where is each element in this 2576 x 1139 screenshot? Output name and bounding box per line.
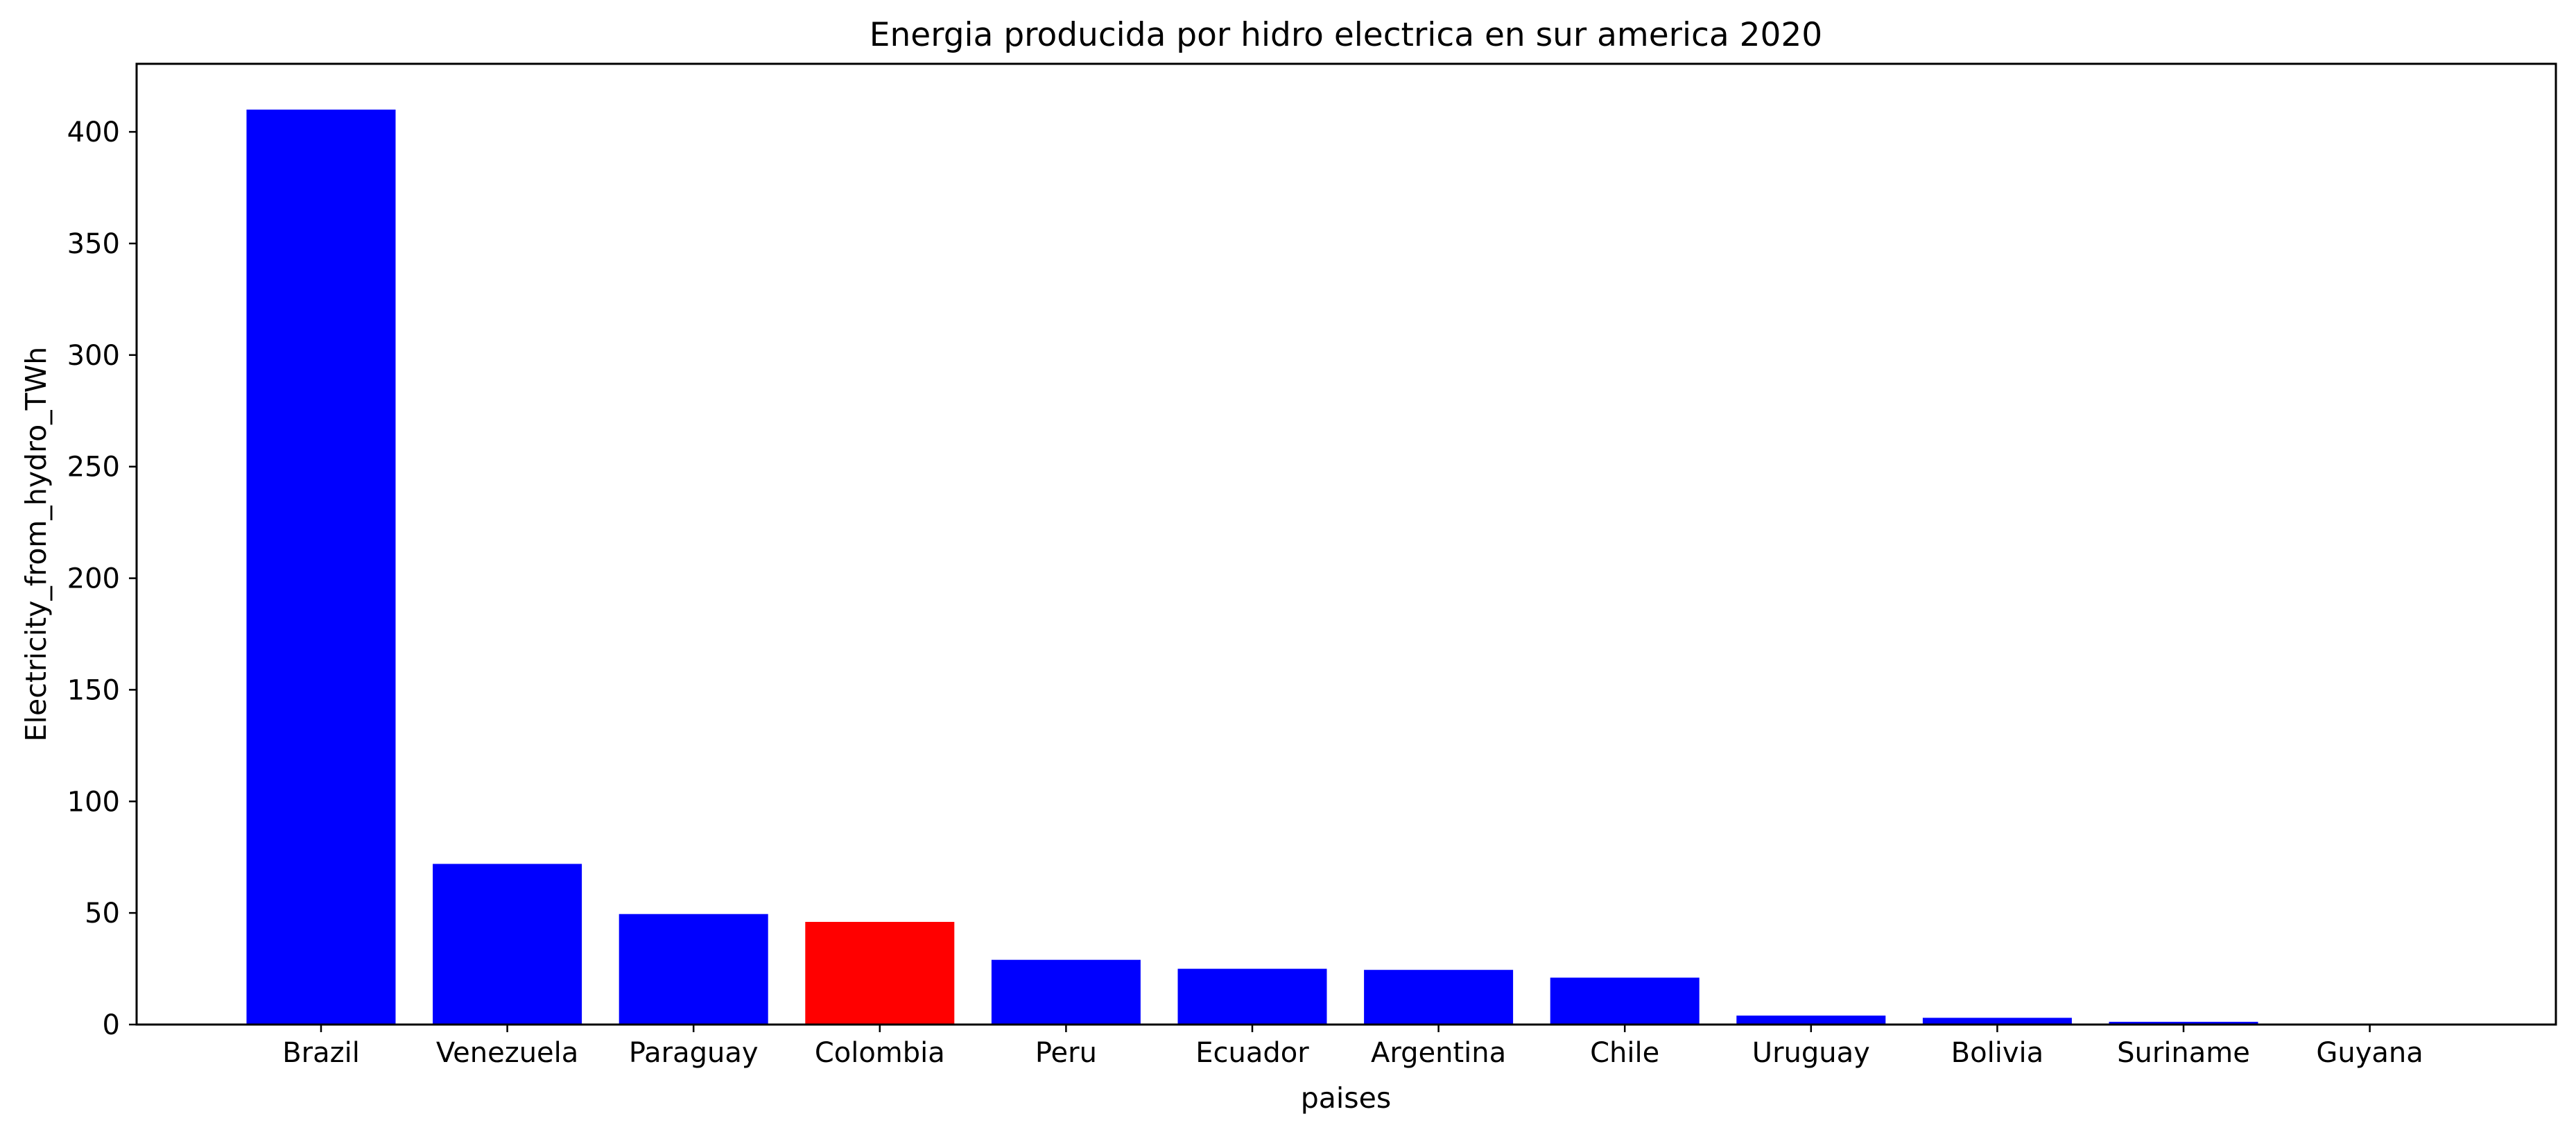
x-tick-label: Peru xyxy=(1035,1037,1097,1069)
bar-peru xyxy=(991,959,1141,1025)
bars-layer xyxy=(246,110,2258,1025)
y-tick-label: 250 xyxy=(67,452,120,483)
y-tick-label: 50 xyxy=(85,898,120,930)
bar-argentina xyxy=(1364,970,1514,1025)
x-tick-label: Suriname xyxy=(2117,1037,2250,1069)
y-tick-label: 200 xyxy=(67,563,120,595)
chart-title: Energia producida por hidro electrica en… xyxy=(870,16,1822,54)
bar-colombia xyxy=(805,922,955,1025)
y-tick-label: 350 xyxy=(67,228,120,260)
y-tick-label: 300 xyxy=(67,340,120,372)
plot-frame xyxy=(135,62,2557,1026)
y-tick-label: 100 xyxy=(67,786,120,818)
y-axis-label: Electricity_from_hydro_TWh xyxy=(19,347,53,742)
bar-brazil xyxy=(246,110,396,1025)
bar-ecuador xyxy=(1177,968,1327,1025)
x-axis-label: paises xyxy=(1301,1081,1392,1115)
x-tick-label: Argentina xyxy=(1371,1037,1506,1069)
y-tick-label: 400 xyxy=(67,117,120,148)
x-tick-label: Paraguay xyxy=(629,1037,759,1069)
x-tick-label: Uruguay xyxy=(1752,1037,1870,1069)
x-tick-label: Ecuador xyxy=(1195,1037,1309,1069)
bar-bolivia xyxy=(1922,1018,2072,1025)
x-tick-label: Venezuela xyxy=(436,1037,578,1069)
y-tick-label: 150 xyxy=(67,674,120,706)
y-tick-label: 0 xyxy=(103,1009,120,1041)
x-tick-label: Guyana xyxy=(2316,1037,2423,1069)
x-tick-label: Brazil xyxy=(282,1037,360,1069)
bar-uruguay xyxy=(1736,1016,1886,1025)
x-tick-label: Chile xyxy=(1590,1037,1659,1069)
bar-paraguay xyxy=(619,914,768,1025)
bar-chile xyxy=(1550,977,1700,1025)
x-tick-label: Colombia xyxy=(815,1037,945,1069)
bar-venezuela xyxy=(433,864,582,1025)
x-tick-label: Bolivia xyxy=(1951,1037,2043,1069)
x-axis-ticks: Brazil Venezuela Paraguay Colombia Peru Ecuad… xyxy=(282,1025,2423,1069)
y-axis-ticks: 0 50 100 150 200 250 300 350 400 xyxy=(67,117,137,1041)
bar-suriname xyxy=(2109,1022,2258,1025)
